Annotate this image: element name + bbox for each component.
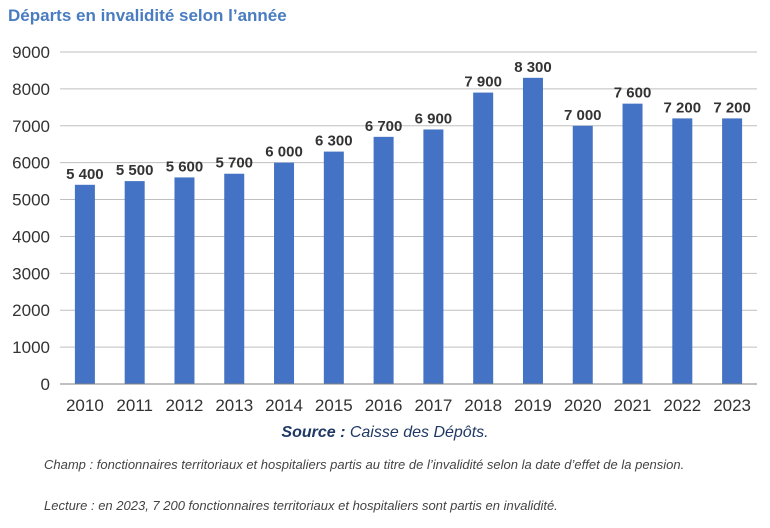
- data-label: 7 200: [664, 99, 702, 116]
- x-tick-label: 2017: [414, 396, 452, 415]
- bar: [174, 177, 195, 384]
- bar: [522, 77, 543, 385]
- note-champ: Champ : fonctionnaires territoriaux et h…: [44, 457, 685, 472]
- x-axis-ticks: 2010 2011 2012 2013 2014 2015 2016 2017 2018 2019…: [66, 396, 751, 415]
- x-tick-label: 2016: [365, 396, 403, 415]
- x-tick-label: 2010: [66, 396, 104, 415]
- source-label: Source :: [281, 424, 346, 441]
- y-tick-label: 9000: [12, 43, 50, 62]
- y-tick-label: 2000: [12, 301, 50, 320]
- data-label: 7 200: [713, 99, 751, 116]
- data-labels: 5 400 5 500 5 600 5 700 6 000 6 300 6 700 6 900…: [66, 59, 751, 183]
- y-tick-label: 8000: [12, 80, 50, 99]
- bar: [473, 92, 494, 385]
- bar: [423, 129, 444, 384]
- data-label: 7 900: [464, 74, 502, 91]
- x-tick-label: 2013: [215, 396, 253, 415]
- data-label: 6 000: [265, 144, 303, 161]
- data-label: 8 300: [514, 59, 552, 76]
- data-label: 5 700: [215, 155, 253, 172]
- x-tick-label: 2012: [166, 396, 204, 415]
- gridlines: [60, 51, 757, 348]
- y-tick-label: 6000: [12, 154, 50, 173]
- y-tick-label: 7000: [12, 117, 50, 136]
- y-tick-label: 0: [41, 375, 50, 394]
- data-label: 5 600: [166, 158, 204, 175]
- source-line: Source : Caisse des Dépôts.: [0, 424, 770, 442]
- data-label: 5 500: [116, 162, 154, 179]
- bar: [672, 118, 693, 385]
- data-label: 7 600: [614, 85, 652, 102]
- note-lecture: Lecture : en 2023, 7 200 fonctionnaires …: [44, 498, 558, 513]
- bar: [572, 125, 593, 385]
- bar: [224, 173, 245, 384]
- x-tick-label: 2019: [514, 396, 552, 415]
- bar: [323, 151, 344, 384]
- chart-title: Départs en invalidité selon l’année: [8, 6, 287, 25]
- x-tick-label: 2015: [315, 396, 353, 415]
- bar: [124, 181, 145, 384]
- y-tick-label: 1000: [12, 338, 50, 357]
- x-tick-label: 2014: [265, 396, 303, 415]
- y-tick-label: 5000: [12, 191, 50, 210]
- data-label: 7 000: [564, 107, 602, 124]
- x-tick-label: 2018: [464, 396, 502, 415]
- x-tick-label: 2011: [116, 396, 153, 415]
- data-label: 6 700: [365, 118, 403, 135]
- y-tick-label: 3000: [12, 264, 50, 283]
- bar: [274, 162, 295, 384]
- data-label: 6 900: [415, 110, 453, 127]
- data-label: 6 300: [315, 133, 353, 150]
- bar: [74, 184, 95, 384]
- x-tick-label: 2021: [614, 396, 652, 415]
- source-text: Caisse des Dépôts.: [345, 424, 489, 441]
- bars: [74, 77, 743, 385]
- x-tick-label: 2023: [713, 396, 751, 415]
- y-axis-ticks: 0 1000 2000 3000 4000 5000 6000 7000 8000 9000: [12, 43, 50, 394]
- data-label: 5 400: [66, 166, 104, 183]
- x-tick-label: 2020: [564, 396, 602, 415]
- y-tick-label: 4000: [12, 227, 50, 246]
- bar-chart: 0 1000 2000 3000 4000 5000 6000 7000 8000 9000 5 …: [12, 43, 757, 415]
- x-tick-label: 2022: [663, 396, 701, 415]
- bar: [373, 136, 394, 384]
- bar: [722, 118, 743, 385]
- bar: [622, 103, 643, 385]
